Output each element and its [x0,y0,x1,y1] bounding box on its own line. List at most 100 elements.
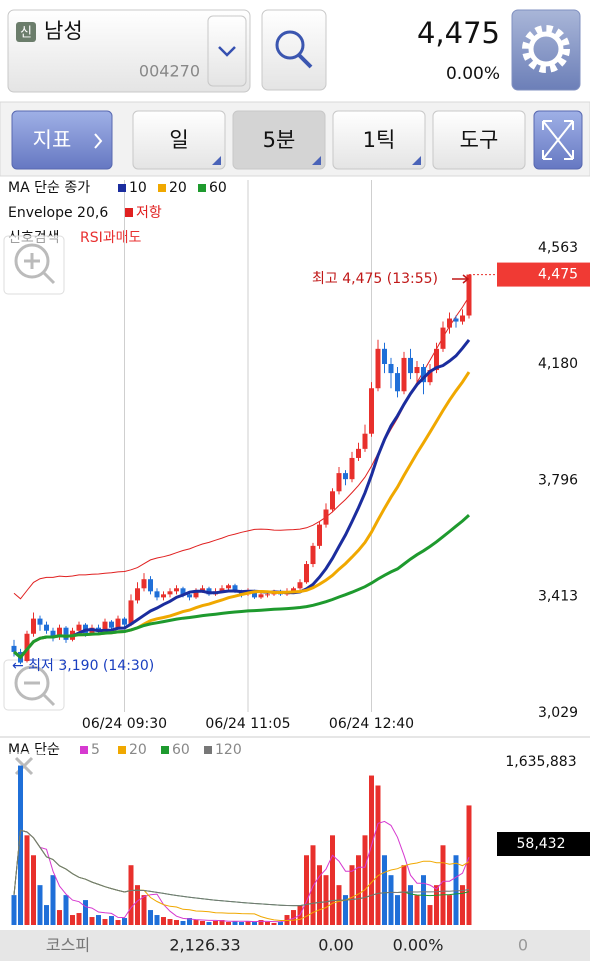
candle-body [317,524,322,546]
volume-bar [24,835,30,925]
change: 0.00% [446,64,500,84]
volume-bar [278,922,283,925]
volume-bar [154,915,160,925]
indicator-button[interactable] [11,110,113,170]
candle-body [382,348,387,364]
volume-bar [414,895,420,925]
volume-bar [161,917,166,925]
tools-button[interactable] [432,110,526,170]
candle-body [440,327,446,349]
candle-body [460,315,465,322]
y-tick-label: 1,635,883 [505,754,576,770]
candle-body [349,457,355,480]
candle-body [37,618,43,625]
volume-bar [89,917,95,925]
current-price-tag [497,262,590,287]
candle-body [226,585,231,589]
y-tick-label: 4,563 [538,240,578,256]
candle-body [44,624,49,631]
volume-bar [206,922,212,925]
volume-ma-swatch [161,746,169,754]
candle-body [388,363,394,374]
candle-body [336,473,342,492]
period-button[interactable] [332,110,426,170]
period-button[interactable] [132,110,226,170]
envelope-name: Envelope [8,205,73,221]
candle-body [421,367,426,383]
volume-bar [382,855,387,925]
candle-body [174,588,179,592]
candle-body [291,588,296,592]
stock-selector[interactable] [7,9,251,93]
volume-ma-period: 20 [129,742,147,758]
period-text: 1틱 [363,128,396,152]
candle-body [154,591,160,598]
volume-ma-line [13,829,470,907]
period-buttons: 일 5분 1틱 [132,110,426,170]
candle-body [447,318,452,328]
tools-text: 도구 [460,128,499,152]
zoom-out-mark [24,681,56,707]
volume-bar [330,835,335,925]
candle-body [148,579,153,592]
candle-body [330,491,335,510]
volume-ma-swatch [80,746,88,754]
gear-teeth [522,25,570,73]
indicator-text: 지표 [33,128,72,152]
volume-bar [11,895,17,925]
candle-body [375,348,381,389]
candle-body [427,370,433,383]
badge-text: 신 [20,26,32,41]
zoom-in-mark [24,253,56,285]
volume-bar [447,895,452,925]
x-tick-label: 06/24 12:40 [329,716,414,732]
envelope-swatch [124,208,133,217]
expand-icon [542,120,574,160]
index-name: 코스피 [46,936,90,955]
volume-bar [265,922,270,925]
index-volume: 0 [518,936,528,955]
period-button[interactable] [232,110,326,170]
zoom-in-icon [14,243,50,279]
volume-bar [323,875,329,925]
volume-bar [440,845,446,925]
search-icon [275,30,305,60]
candle-body [408,357,413,374]
ma-legend-period: 10 [129,180,147,196]
volume-bar [141,895,147,925]
candle-body [258,594,264,598]
volume-bar [128,865,134,925]
volume-bar [466,805,472,925]
gear-ring [528,31,564,67]
candle-body [193,591,199,598]
candle-body [128,600,134,625]
candle-body [297,582,303,589]
ma-swatch [198,184,206,192]
search-button[interactable] [261,9,327,91]
period-text: 5분 [263,128,296,152]
volume-bar [317,865,322,925]
ma-legend-period: 20 [169,180,187,196]
volume-bar [115,920,121,925]
volume-bar [219,920,225,925]
current-volume-label: 58,432 [517,836,566,852]
volume-bar [460,885,465,925]
settings-button[interactable] [511,9,581,91]
volume-bar [135,885,140,925]
indicator-chevron [94,133,103,149]
volume-bar [193,920,199,925]
low-annotation: ← 최저 3,190 (14:30) [12,658,154,674]
price: 4,475 [417,16,500,50]
volume-ma-line [13,820,470,923]
dropdown-button[interactable] [207,15,247,87]
candle-body [356,448,361,458]
current-volume-tag [497,832,590,856]
volume-bar [44,905,49,925]
current-price-label: 4,475 [538,267,578,283]
stock-code: 004270 [139,62,200,81]
volume-bar [343,895,348,925]
period-corner [412,156,421,165]
candle-body [252,591,257,598]
